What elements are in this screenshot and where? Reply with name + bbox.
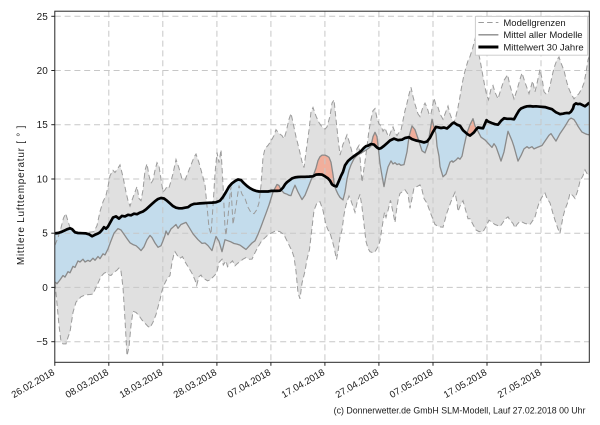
svg-text:20: 20 xyxy=(37,66,49,77)
svg-text:Mittelwert 30 Jahre: Mittelwert 30 Jahre xyxy=(503,42,583,53)
svg-text:5: 5 xyxy=(42,229,48,240)
svg-text:Modellgrenzen: Modellgrenzen xyxy=(503,18,565,29)
svg-text:Mittel aller Modelle: Mittel aller Modelle xyxy=(503,30,582,41)
svg-text:−5: −5 xyxy=(36,337,48,348)
svg-text:10: 10 xyxy=(37,175,49,186)
svg-text:15: 15 xyxy=(37,120,49,131)
svg-text:(c) Donnerwetter.de GmbH SLM-M: (c) Donnerwetter.de GmbH SLM-Modell, Lau… xyxy=(334,406,586,416)
svg-text:25: 25 xyxy=(37,12,49,23)
svg-text:0: 0 xyxy=(42,283,48,294)
svg-text:Mittlere Lufttemperatur [ ° ]: Mittlere Lufttemperatur [ ° ] xyxy=(16,125,27,265)
